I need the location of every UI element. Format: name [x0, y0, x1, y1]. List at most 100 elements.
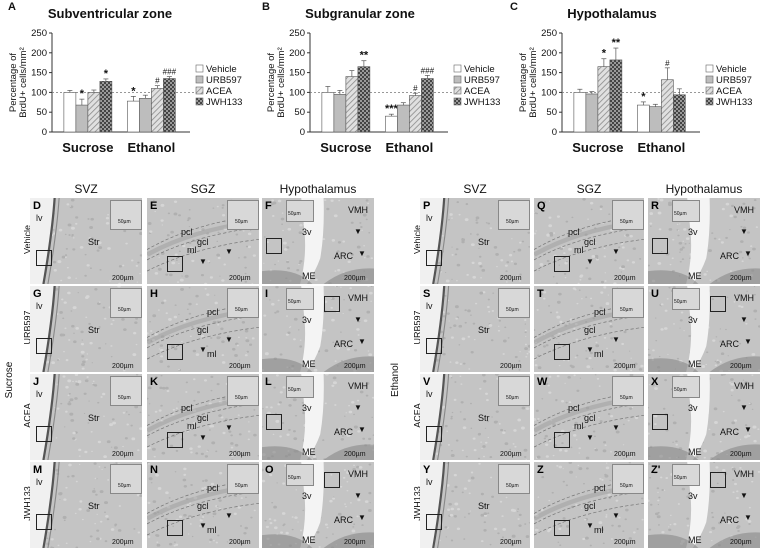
- legend-swatch: [705, 97, 714, 106]
- label-lv: lv: [426, 389, 433, 399]
- legend-label: URB597: [206, 75, 242, 86]
- legend-label: URB597: [716, 75, 752, 86]
- label-gcl: gcl: [197, 501, 209, 511]
- y-tick-label: 250: [31, 28, 47, 39]
- arrowhead: ▼: [358, 249, 366, 258]
- group-label: Ethanol: [390, 363, 401, 397]
- panel-letter: W: [537, 376, 548, 388]
- scale-bar-200: 200µm: [730, 275, 752, 282]
- y-tick-label: 150: [541, 68, 557, 79]
- panel-letter: D: [33, 200, 41, 212]
- micrograph: [420, 462, 530, 548]
- label-arc: ARC: [334, 251, 354, 261]
- y-tick-label: 100: [541, 87, 557, 98]
- scale-bar-50: 50µm: [620, 307, 633, 313]
- micrograph: [534, 462, 644, 548]
- label-arc: ARC: [334, 515, 354, 525]
- col-head-sgz: SGZ: [190, 182, 216, 196]
- label-3v: 3v: [688, 491, 698, 501]
- label-str: Str: [478, 325, 490, 335]
- label-lv: lv: [36, 477, 43, 487]
- scale-bar-50: 50µm: [506, 307, 519, 313]
- label-vmh: VMH: [734, 205, 754, 215]
- bar: [321, 92, 335, 133]
- panel-letter: G: [33, 288, 42, 300]
- panel-letter: H: [150, 288, 158, 300]
- scale-bar-50: 50µm: [235, 307, 248, 313]
- label-vmh: VMH: [348, 293, 368, 303]
- panel-letter: N: [150, 464, 158, 476]
- arrowhead: ▼: [358, 337, 366, 346]
- y-axis-label: BrdU+ cells/mm²: [18, 47, 29, 117]
- micrograph: [262, 462, 374, 548]
- scale-bar-50: 50µm: [288, 211, 301, 217]
- scale-bar-200: 200µm: [730, 451, 752, 458]
- label-str: Str: [478, 413, 490, 423]
- legend-label: JWH133: [716, 97, 752, 108]
- scale-bar-50: 50µm: [235, 219, 248, 225]
- panel-letter: P: [423, 200, 431, 212]
- label-ml: ml: [187, 421, 197, 431]
- micrograph: [648, 462, 760, 548]
- label-me: ME: [302, 359, 316, 369]
- label-gcl: gcl: [197, 413, 209, 423]
- bar: [397, 104, 410, 133]
- label-lv: lv: [426, 477, 433, 487]
- col-head-svz: SVZ: [463, 182, 487, 196]
- bar: [585, 93, 599, 133]
- bar: [661, 79, 674, 133]
- inset-image: [672, 464, 700, 486]
- inset-image: [612, 376, 644, 406]
- micrograph: [30, 286, 142, 372]
- label-me: ME: [302, 447, 316, 457]
- label-arc: ARC: [720, 251, 740, 261]
- region-box: [426, 338, 442, 354]
- scale-bar-50: 50µm: [118, 395, 131, 401]
- y-tick-label: 250: [541, 28, 557, 39]
- bar: [75, 104, 89, 133]
- arrowhead: ▼: [199, 257, 207, 266]
- micrograph: [420, 374, 530, 460]
- legend-label: ACEA: [464, 86, 491, 97]
- legend-label: URB597: [464, 75, 500, 86]
- scale-bar-50: 50µm: [506, 483, 519, 489]
- label-gcl: gcl: [584, 325, 596, 335]
- label-ml: ml: [594, 525, 604, 535]
- scale-bar-200: 200µm: [344, 275, 366, 282]
- y-tick-label: 0: [300, 127, 305, 138]
- significance-mark: ###: [421, 66, 435, 75]
- category-label: Sucrose: [62, 140, 113, 155]
- significance-mark: *: [131, 85, 136, 97]
- inset-image: [110, 376, 142, 406]
- arrowhead: ▼: [225, 247, 233, 256]
- label-arc: ARC: [334, 339, 354, 349]
- label-vmh: VMH: [734, 381, 754, 391]
- category-label: Ethanol: [128, 140, 176, 155]
- scale-bar-50: 50µm: [288, 475, 301, 481]
- label-pcl: pcl: [568, 403, 580, 413]
- arrowhead: ▼: [354, 491, 362, 500]
- inset-image: [110, 200, 142, 230]
- region-box: [36, 426, 52, 442]
- label-3v: 3v: [688, 403, 698, 413]
- bar: [573, 92, 587, 133]
- label-gcl: gcl: [197, 325, 209, 335]
- label-me: ME: [302, 271, 316, 281]
- label-arc: ARC: [720, 427, 740, 437]
- bar: [87, 92, 101, 133]
- scale-bar-200: 200µm: [500, 451, 522, 458]
- bar: [637, 104, 650, 133]
- region-box: [167, 520, 183, 536]
- scale-bar-50: 50µm: [235, 483, 248, 489]
- label-str: Str: [478, 237, 490, 247]
- region-box: [167, 344, 183, 360]
- inset-image: [110, 464, 142, 494]
- legend-swatch: [453, 64, 462, 73]
- chart-title: Subventricular zone: [48, 6, 172, 21]
- region-box: [554, 520, 570, 536]
- significance-mark: #: [155, 77, 160, 86]
- legend-label: JWH133: [464, 97, 500, 108]
- col-head-sgz: SGZ: [576, 182, 602, 196]
- region-box: [554, 256, 570, 272]
- panel-letter: L: [265, 376, 272, 388]
